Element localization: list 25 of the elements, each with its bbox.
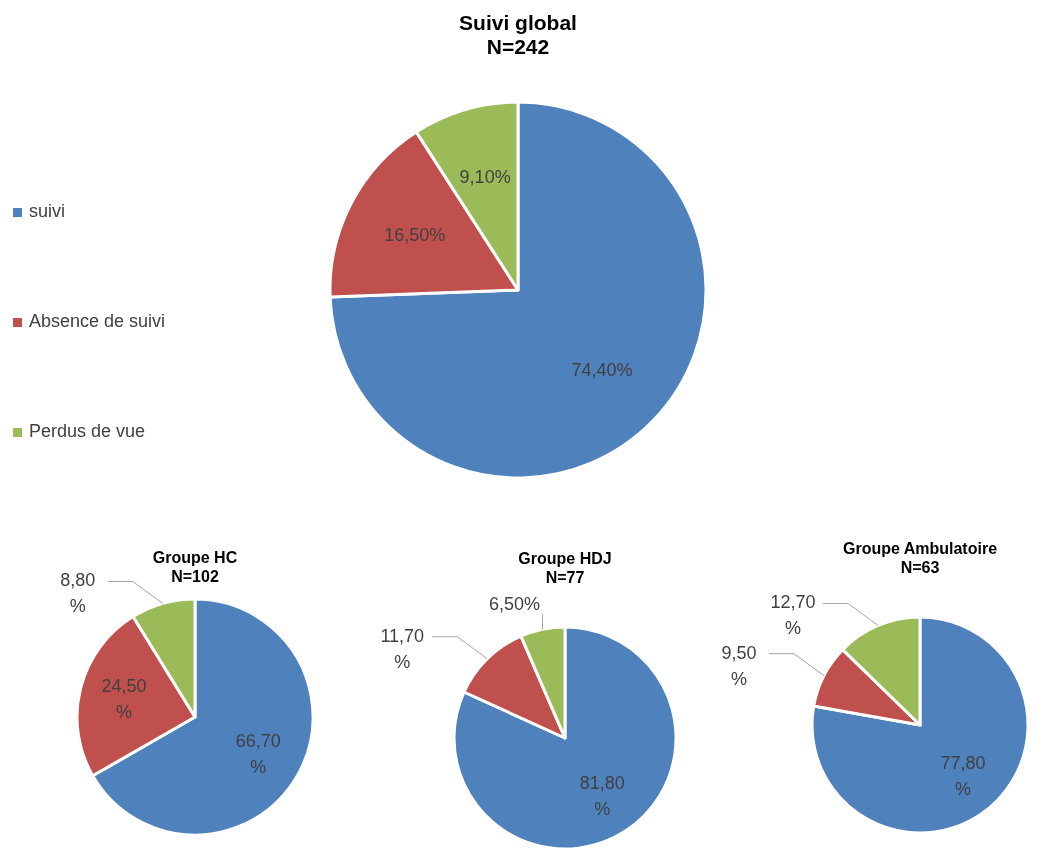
data-label: 12,70% bbox=[770, 592, 816, 639]
chart-title: Groupe HDJ bbox=[518, 550, 612, 567]
data-label: 74,40% bbox=[571, 359, 633, 380]
data-label: 16,50% bbox=[384, 224, 446, 245]
chart-subtitle: N=242 bbox=[486, 35, 550, 58]
chart-subtitle: N=102 bbox=[171, 568, 219, 585]
chart-title: Suivi global bbox=[459, 11, 577, 34]
data-label: 81,80% bbox=[579, 772, 625, 819]
data-label: 66,70% bbox=[235, 730, 281, 777]
data-label: 9,50% bbox=[721, 642, 757, 689]
data-label: 6,50% bbox=[488, 594, 541, 615]
legend-label: Perdus de vue bbox=[29, 420, 146, 441]
data-label: 77,80% bbox=[940, 753, 986, 800]
pie-slice bbox=[810, 615, 1030, 835]
data-label: 9,10% bbox=[459, 166, 511, 187]
data-label: 8,80% bbox=[60, 570, 96, 617]
chart-subtitle: N=63 bbox=[900, 559, 940, 576]
legend-label: suivi bbox=[29, 200, 66, 221]
legend-label: Absence de suivi bbox=[29, 310, 166, 331]
data-label: 24,50% bbox=[101, 675, 147, 722]
pie-slice bbox=[328, 100, 708, 480]
chart-title: Groupe Ambulatoire bbox=[842, 540, 998, 557]
chart-title: Groupe HC bbox=[152, 549, 238, 566]
data-label: 11,70% bbox=[380, 625, 425, 672]
chart-subtitle: N=77 bbox=[545, 569, 585, 586]
